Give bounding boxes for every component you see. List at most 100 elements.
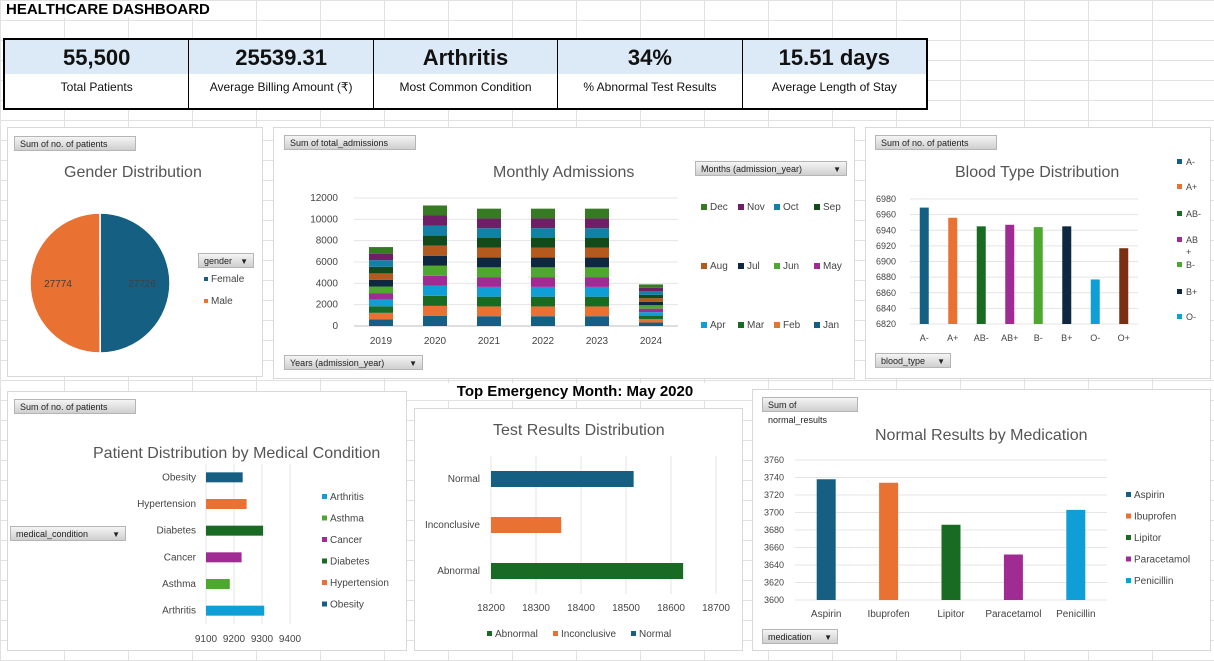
gender-filter-button[interactable]: gender ▼ xyxy=(198,253,254,268)
condition-value-field-button[interactable]: Sum of no. of patients xyxy=(14,399,136,414)
bar-obesity xyxy=(206,472,243,483)
kpi-value: 15.51 days xyxy=(742,40,927,74)
legend-swatch xyxy=(1177,289,1182,294)
bar-aspirin xyxy=(816,479,836,600)
legend-swatch xyxy=(774,263,780,269)
bar-segment-jul xyxy=(585,257,609,268)
dashboard-title: HEALTHCARE DASHBOARD xyxy=(6,1,216,18)
x-tick-label: 2019 xyxy=(370,336,393,347)
y-tick-label: 6980 xyxy=(876,194,896,204)
bar-segment-mar xyxy=(369,306,393,313)
medication-axis-button[interactable]: medication ▼ xyxy=(762,629,838,644)
bar-normal xyxy=(491,471,634,487)
y-tick-label: 6960 xyxy=(876,210,896,220)
bar-segment-jun xyxy=(531,267,555,278)
legend-swatch xyxy=(322,558,327,564)
legend-swatch xyxy=(738,263,744,269)
monthly-value-field-button[interactable]: Sum of total_admissions xyxy=(284,135,416,150)
legend-label: Cancer xyxy=(330,535,363,546)
bar-segment-feb xyxy=(639,319,663,323)
x-tick-label: B+ xyxy=(1061,333,1072,343)
y-tick-label: Arthritis xyxy=(162,606,196,617)
condition-chart-panel[interactable]: Sum of no. of patients Patient Distribut… xyxy=(7,391,407,651)
legend-label: Inconclusive xyxy=(561,629,616,640)
legend-label: Penicillin xyxy=(1134,576,1173,587)
y-tick-label: 6860 xyxy=(876,288,896,298)
kpi-average-billing: 25539.31 Average Billing Amount (₹) xyxy=(189,40,374,108)
bar-segment-jul xyxy=(531,257,555,268)
kpi-label: Total Patients xyxy=(60,80,133,94)
test-chart-panel[interactable]: Test Results Distribution 18200 18300 1840… xyxy=(414,408,743,651)
legend-swatch xyxy=(1177,184,1182,189)
x-tick-label: 18500 xyxy=(612,603,640,614)
condition-chart-title: Patient Distribution by Medical Conditio… xyxy=(93,445,381,462)
y-tick-label: Obesity xyxy=(162,472,196,483)
medication-chart-panel[interactable]: Sum of normal_results Normal Results by … xyxy=(752,389,1211,651)
bar-segment-dec xyxy=(423,205,447,216)
bar-o+ xyxy=(1119,248,1129,324)
bar-segment-jan xyxy=(423,315,447,326)
y-tick-label: 3720 xyxy=(764,490,784,500)
bar-segment-feb xyxy=(369,312,393,320)
bar-segment-jan xyxy=(477,316,501,326)
legend-swatch xyxy=(1126,492,1131,497)
bar-segment-jan xyxy=(531,316,555,326)
legend-swatch xyxy=(738,322,744,328)
kpi-label: % Abnormal Test Results xyxy=(583,80,717,94)
months-filter-button[interactable]: Months (admission_year) ▼ xyxy=(695,161,847,176)
bar-segment-feb xyxy=(477,306,501,317)
y-tick-label: 2000 xyxy=(316,300,339,311)
bar-arthritis xyxy=(206,605,265,616)
x-tick-label: 2020 xyxy=(424,336,447,347)
gender-chart-panel[interactable]: Sum of no. of patients Gender Distributi… xyxy=(7,127,263,377)
bar-b- xyxy=(1033,227,1043,324)
bar-segment-mar xyxy=(477,296,501,307)
bar-segment-apr xyxy=(477,286,501,297)
legend-swatch xyxy=(814,204,820,210)
monthly-chart-panel[interactable]: Sum of total_admissions Monthly Admissio… xyxy=(273,127,855,379)
medication-value-field-button[interactable]: Sum of normal_results xyxy=(762,397,858,425)
kpi-value: Arthritis xyxy=(373,40,558,74)
condition-axis-button[interactable]: medical_condition ▼ xyxy=(10,526,126,541)
bar-segment-nov xyxy=(531,218,555,229)
legend-swatch xyxy=(701,204,707,210)
bar-segment-feb xyxy=(423,305,447,316)
y-tick-label: 3600 xyxy=(764,595,784,605)
bar-segment-sep xyxy=(423,235,447,246)
dropdown-arrow-icon: ▼ xyxy=(937,357,945,366)
test-chart-title: Test Results Distribution xyxy=(493,422,665,439)
years-axis-button[interactable]: Years (admission_year) ▼ xyxy=(284,355,423,370)
blood-chart-panel[interactable]: Sum of no. of patients Blood Type Distri… xyxy=(865,127,1211,379)
kpi-total-patients: 55,500 Total Patients xyxy=(5,40,190,108)
legend-label: Aspirin xyxy=(1134,490,1165,501)
bar-segment-jan xyxy=(639,322,663,326)
years-axis-label: Years (admission_year) xyxy=(290,358,385,368)
y-tick-label: 6820 xyxy=(876,319,896,329)
legend-label: Apr xyxy=(710,320,726,331)
blood-value-field-button[interactable]: Sum of no. of patients xyxy=(875,135,997,150)
bar-paracetamol xyxy=(1003,554,1023,600)
legend-label: Paracetamol xyxy=(1134,555,1190,566)
pie-slice-male xyxy=(29,212,101,354)
legend-label: Dec xyxy=(710,202,728,213)
x-tick-label: B- xyxy=(1034,333,1043,343)
blood-axis-button[interactable]: blood_type ▼ xyxy=(875,353,951,368)
months-filter-label: Months (admission_year) xyxy=(701,164,803,174)
legend-label: Obesity xyxy=(330,600,364,611)
bar-ibuprofen xyxy=(879,482,899,600)
bar-segment-jul xyxy=(639,301,663,306)
legend-swatch xyxy=(631,631,636,636)
kpi-value: 55,500 xyxy=(5,40,189,74)
gender-filter-label: gender xyxy=(204,256,233,266)
legend-swatch xyxy=(204,299,208,303)
bar-penicillin xyxy=(1066,509,1086,600)
bar-a+ xyxy=(948,217,958,324)
legend-swatch xyxy=(1126,535,1131,540)
x-tick-label: Lipitor xyxy=(937,609,965,620)
legend-label: A+ xyxy=(1186,182,1197,192)
bar-segment-feb xyxy=(585,306,609,317)
legend-label: Oct xyxy=(783,202,799,213)
legend-label: Ibuprofen xyxy=(1134,512,1176,523)
gender-value-field-button[interactable]: Sum of no. of patients xyxy=(14,136,136,151)
pie-data-label: 27726 xyxy=(128,279,156,290)
